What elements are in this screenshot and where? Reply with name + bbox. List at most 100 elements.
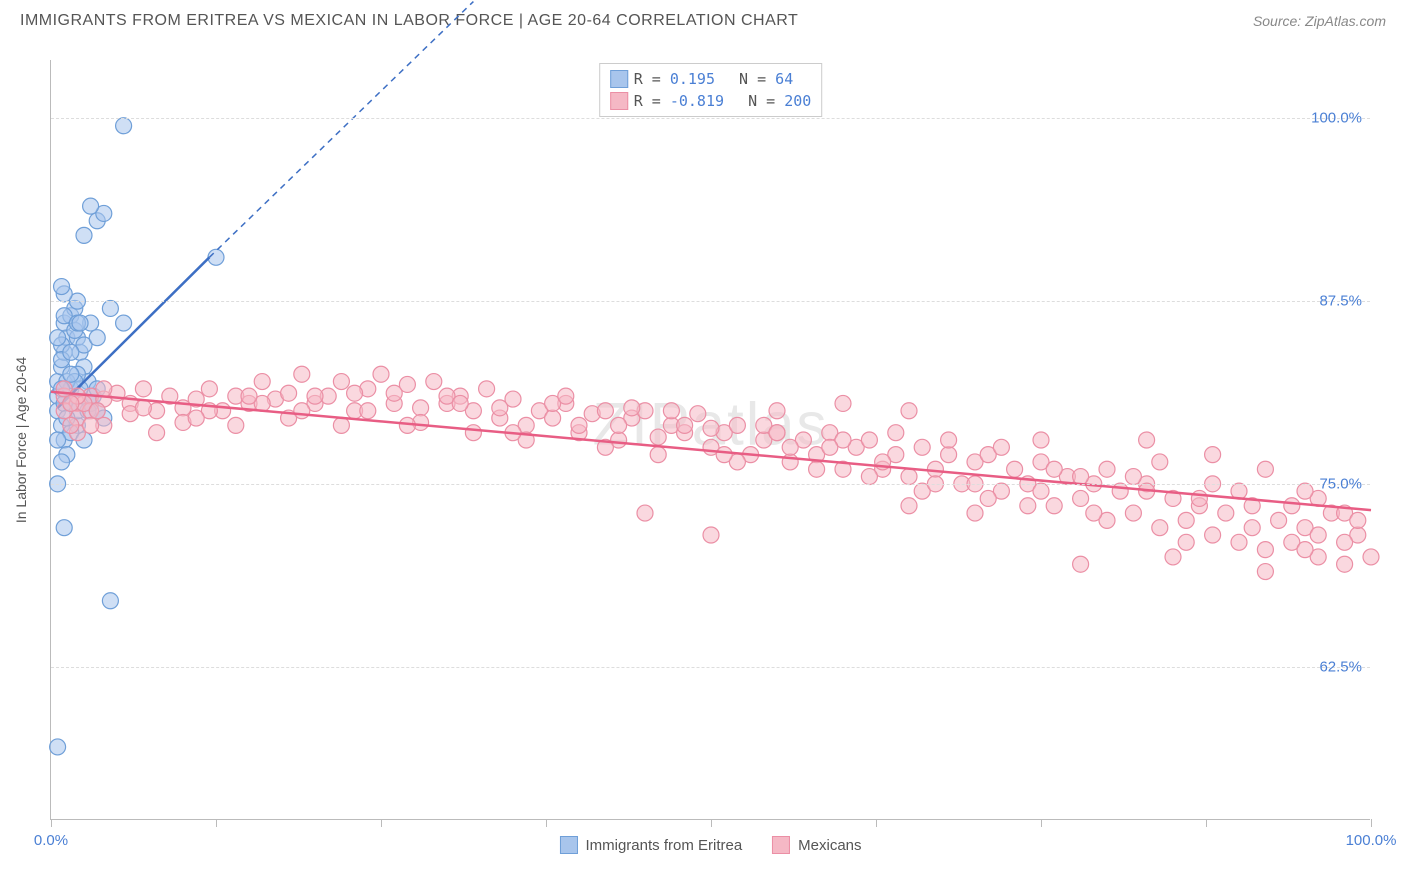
legend-row: R = -0.819 N = 200 xyxy=(610,90,812,112)
legend-swatch xyxy=(559,836,577,854)
data-point xyxy=(347,385,363,401)
data-point xyxy=(1046,461,1062,477)
data-point xyxy=(1033,483,1049,499)
data-point xyxy=(386,385,402,401)
data-point xyxy=(413,400,429,416)
data-point xyxy=(1178,512,1194,528)
y-tick-label: 75.0% xyxy=(1319,475,1362,492)
data-point xyxy=(861,469,877,485)
x-tick xyxy=(216,819,217,827)
data-point xyxy=(1073,469,1089,485)
data-point xyxy=(1297,542,1313,558)
data-point xyxy=(116,118,132,134)
data-point xyxy=(1165,549,1181,565)
data-point xyxy=(1020,498,1036,514)
x-tick xyxy=(1041,819,1042,827)
legend-row: R = 0.195 N = 64 xyxy=(610,68,812,90)
legend-swatch xyxy=(610,92,628,110)
x-tick xyxy=(1371,819,1372,827)
data-point xyxy=(56,520,72,536)
data-point xyxy=(63,366,79,382)
y-tick-label: 62.5% xyxy=(1319,658,1362,675)
data-point xyxy=(426,374,442,390)
data-point xyxy=(1125,505,1141,521)
data-point xyxy=(254,374,270,390)
data-point xyxy=(1363,549,1379,565)
source-attribution: Source: ZipAtlas.com xyxy=(1253,13,1386,29)
data-point xyxy=(716,447,732,463)
data-point xyxy=(993,439,1009,455)
data-point xyxy=(729,417,745,433)
data-point xyxy=(611,417,627,433)
data-point xyxy=(1007,461,1023,477)
data-point xyxy=(333,417,349,433)
data-point xyxy=(650,447,666,463)
data-point xyxy=(1191,490,1207,506)
data-point xyxy=(1125,469,1141,485)
data-point xyxy=(703,527,719,543)
scatter-svg xyxy=(51,60,1370,819)
legend-n-stat: N = 64 xyxy=(721,70,793,88)
data-point xyxy=(597,403,613,419)
trend-line-extrapolation xyxy=(209,2,473,258)
data-point xyxy=(1086,505,1102,521)
data-point xyxy=(135,400,151,416)
data-point xyxy=(558,388,574,404)
x-tick xyxy=(546,819,547,827)
data-point xyxy=(677,417,693,433)
data-point xyxy=(102,593,118,609)
data-point xyxy=(571,417,587,433)
data-point xyxy=(1337,556,1353,572)
data-point xyxy=(703,420,719,436)
trend-line xyxy=(51,392,1371,510)
data-point xyxy=(479,381,495,397)
data-point xyxy=(135,381,151,397)
data-point xyxy=(1297,483,1313,499)
data-point xyxy=(63,417,79,433)
data-point xyxy=(492,400,508,416)
data-point xyxy=(901,498,917,514)
data-point xyxy=(901,469,917,485)
data-point xyxy=(1231,534,1247,550)
data-point xyxy=(1073,556,1089,572)
data-point xyxy=(63,395,79,411)
legend-item: Immigrants from Eritrea xyxy=(559,836,742,854)
data-point xyxy=(63,344,79,360)
data-point xyxy=(637,505,653,521)
series-legend: Immigrants from Eritrea Mexicans xyxy=(559,836,861,854)
data-point xyxy=(102,300,118,316)
data-point xyxy=(1178,534,1194,550)
x-tick xyxy=(51,819,52,827)
chart-plot-area: In Labor Force | Age 20-64 ZIPatlas R = … xyxy=(50,60,1370,820)
data-point xyxy=(624,400,640,416)
data-point xyxy=(96,381,112,397)
data-point xyxy=(927,461,943,477)
data-point xyxy=(901,403,917,419)
data-point xyxy=(782,439,798,455)
data-point xyxy=(1046,498,1062,514)
grid-line xyxy=(51,667,1370,668)
data-point xyxy=(83,198,99,214)
data-point xyxy=(89,330,105,346)
data-point xyxy=(914,439,930,455)
data-point xyxy=(1139,432,1155,448)
data-point xyxy=(333,374,349,390)
data-point xyxy=(1350,512,1366,528)
legend-label: Mexicans xyxy=(798,837,861,854)
data-point xyxy=(1310,527,1326,543)
data-point xyxy=(1218,505,1234,521)
data-point xyxy=(89,403,105,419)
correlation-legend: R = 0.195 N = 64R = -0.819 N = 200 xyxy=(599,63,823,117)
data-point xyxy=(835,395,851,411)
legend-n-stat: N = 200 xyxy=(730,92,811,110)
x-tick xyxy=(876,819,877,827)
data-point xyxy=(50,330,66,346)
data-point xyxy=(54,279,70,295)
x-tick xyxy=(711,819,712,827)
data-point xyxy=(307,388,323,404)
legend-r-stat: R = 0.195 xyxy=(634,70,715,88)
x-tick xyxy=(381,819,382,827)
y-tick-label: 87.5% xyxy=(1319,293,1362,310)
data-point xyxy=(967,505,983,521)
data-point xyxy=(76,227,92,243)
